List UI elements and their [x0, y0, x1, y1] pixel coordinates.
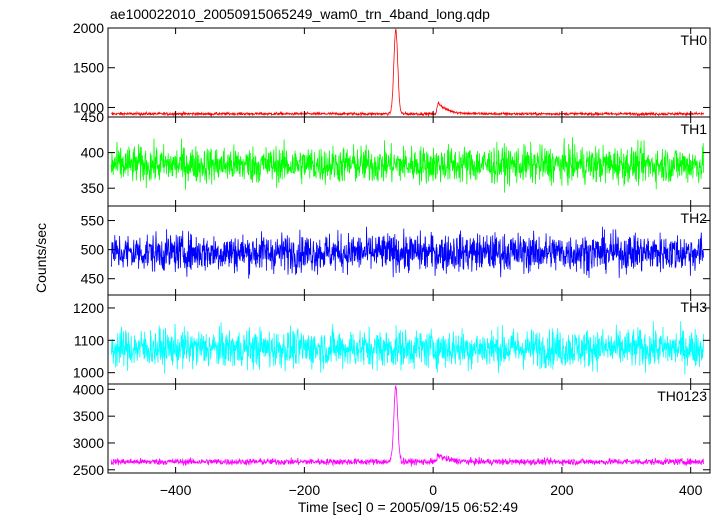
x-tick-label: 200 [550, 482, 574, 498]
y-tick-label: 4000 [73, 381, 104, 397]
panel-label-th1: TH1 [681, 121, 708, 137]
x-tick-label: −400 [160, 482, 192, 498]
y-tick-label: 450 [81, 271, 105, 287]
y-tick-label: 350 [81, 180, 105, 196]
series-line-th3 [110, 321, 704, 375]
series-line-th2 [110, 226, 704, 279]
panel-label-th3: TH3 [681, 299, 708, 315]
x-axis-label: Time [sec] 0 = 2005/09/15 06:52:49 [298, 499, 518, 515]
y-tick-label: 1500 [73, 60, 104, 76]
y-tick-label: 1000 [73, 365, 104, 381]
series-line-th0123 [110, 384, 704, 467]
y-tick-label: 2500 [73, 462, 104, 478]
y-axis-label: Counts/sec [33, 223, 49, 293]
x-tick-label: 400 [679, 482, 703, 498]
y-tick-label: 1000 [73, 99, 104, 115]
series-line-th1 [110, 137, 704, 193]
y-tick-label: 450 [81, 109, 105, 125]
y-tick-label: 2000 [73, 20, 104, 36]
panel-label-th0: TH0 [681, 32, 708, 48]
panel-frame-th0 [107, 27, 711, 118]
y-tick-label: 1200 [73, 300, 104, 316]
x-tick-label: −200 [289, 482, 321, 498]
panel-frame-th0123 [107, 383, 711, 474]
y-tick-label: 500 [81, 242, 105, 258]
y-tick-label: 3000 [73, 435, 104, 451]
y-tick-label: 550 [81, 213, 105, 229]
y-tick-label: 1100 [74, 332, 104, 348]
panel-label-th0123: TH0123 [657, 388, 707, 404]
series-line-th0 [110, 28, 704, 117]
panel-label-th2: TH2 [681, 210, 708, 226]
chart-title: ae100022010_20050915065249_wam0_trn_4ban… [110, 6, 490, 22]
y-tick-label: 400 [81, 145, 105, 161]
x-tick-label: 0 [429, 482, 437, 498]
y-tick-label: 3500 [73, 408, 104, 424]
